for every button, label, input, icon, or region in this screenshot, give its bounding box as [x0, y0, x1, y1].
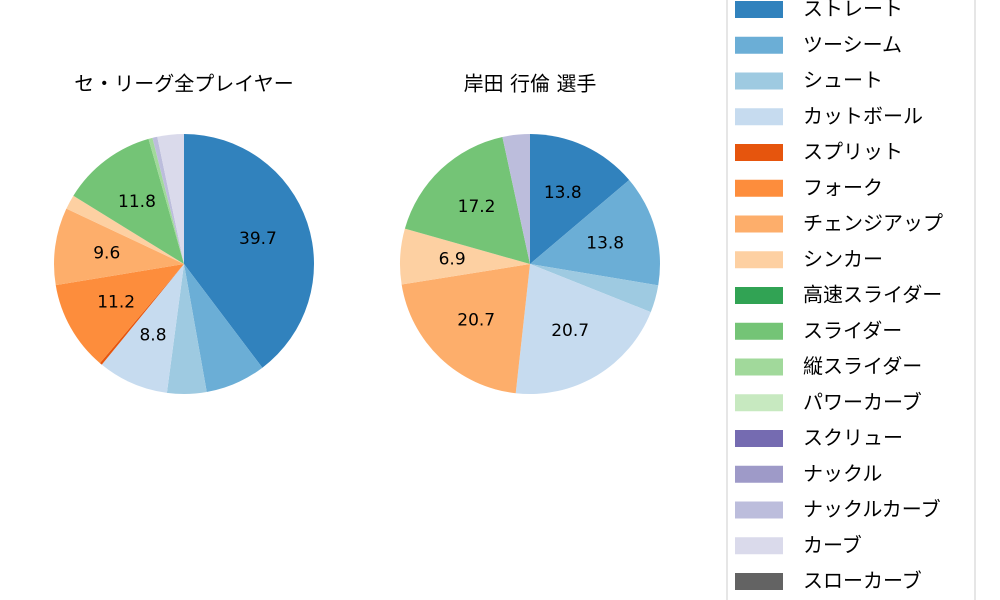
legend-label: ナックルカーブ — [803, 497, 941, 521]
legend-swatch — [735, 430, 783, 447]
legend-swatch — [735, 144, 783, 161]
slice-label: 17.2 — [458, 197, 496, 217]
pie-slice — [73, 138, 184, 264]
legend-label: スクリュー — [803, 426, 903, 450]
legend-swatch — [735, 573, 783, 590]
pie-slice — [530, 134, 630, 264]
pie-slice — [530, 264, 659, 313]
legend-swatch — [735, 287, 783, 304]
pie-slice — [515, 264, 651, 394]
pie-slice — [184, 264, 263, 392]
slice-label: 6.9 — [439, 249, 466, 269]
legend-label: カットボール — [803, 104, 923, 128]
pie-slice — [184, 134, 314, 368]
slice-label: 13.8 — [544, 183, 582, 203]
slice-label: 9.6 — [93, 243, 120, 263]
pie-title: セ・リーグ全プレイヤー — [74, 72, 293, 96]
pie-slice — [55, 264, 184, 364]
pie-slice — [530, 179, 660, 286]
slice-label: 39.7 — [239, 229, 277, 249]
pie-slice — [502, 134, 530, 264]
pie-slice — [166, 264, 207, 395]
legend-label: カーブ — [803, 533, 862, 557]
legend-label: スライダー — [803, 318, 902, 342]
legend-label: スプリット — [803, 140, 903, 164]
legend-label: シュート — [803, 68, 883, 92]
legend-frame — [726, 0, 976, 600]
slice-label: 11.2 — [97, 292, 135, 312]
legend-label: パワーカーブ — [803, 390, 922, 414]
slice-label: 11.8 — [118, 192, 156, 212]
slice-label: 20.7 — [457, 310, 495, 330]
legend-swatch — [735, 358, 783, 376]
legend-label: ナックル — [803, 461, 882, 485]
legend-label: チェンジアップ — [803, 211, 943, 235]
legend-swatch — [735, 251, 783, 269]
pie-slice — [101, 264, 184, 393]
legend-label: 縦スライダー — [803, 354, 922, 378]
pie-slice — [404, 136, 530, 264]
legend-label: 高速スライダー — [803, 283, 942, 307]
legend-label: フォーク — [803, 175, 883, 199]
slice-label: 20.7 — [551, 321, 589, 341]
legend-label: シンカー — [803, 247, 883, 271]
legend-swatch — [735, 322, 783, 340]
pie-slice — [66, 195, 184, 264]
legend-swatch — [735, 1, 783, 18]
pie-slice — [152, 136, 184, 264]
pie-title: 岸田 行倫 選手 — [464, 72, 597, 96]
legend-swatch — [735, 465, 783, 483]
legend-swatch — [735, 501, 783, 519]
pie-slice — [157, 134, 184, 264]
legend-label: ストレート — [803, 0, 903, 21]
legend-swatch — [735, 215, 783, 233]
pie-slice — [54, 208, 185, 286]
legend-swatch — [735, 72, 783, 90]
legend-swatch — [735, 36, 783, 54]
legend-swatch — [735, 537, 783, 555]
legend-swatch — [735, 108, 783, 126]
pie-slice — [401, 264, 530, 394]
pie-slice — [400, 228, 530, 285]
legend-label: スローカーブ — [803, 569, 922, 593]
legend-label: ツーシーム — [803, 32, 902, 56]
pie-slice — [99, 264, 184, 365]
pie-slice — [148, 137, 184, 264]
legend-swatch — [735, 179, 783, 197]
slice-label: 13.8 — [586, 233, 624, 253]
slice-label: 8.8 — [139, 326, 166, 346]
legend-swatch — [735, 394, 783, 412]
